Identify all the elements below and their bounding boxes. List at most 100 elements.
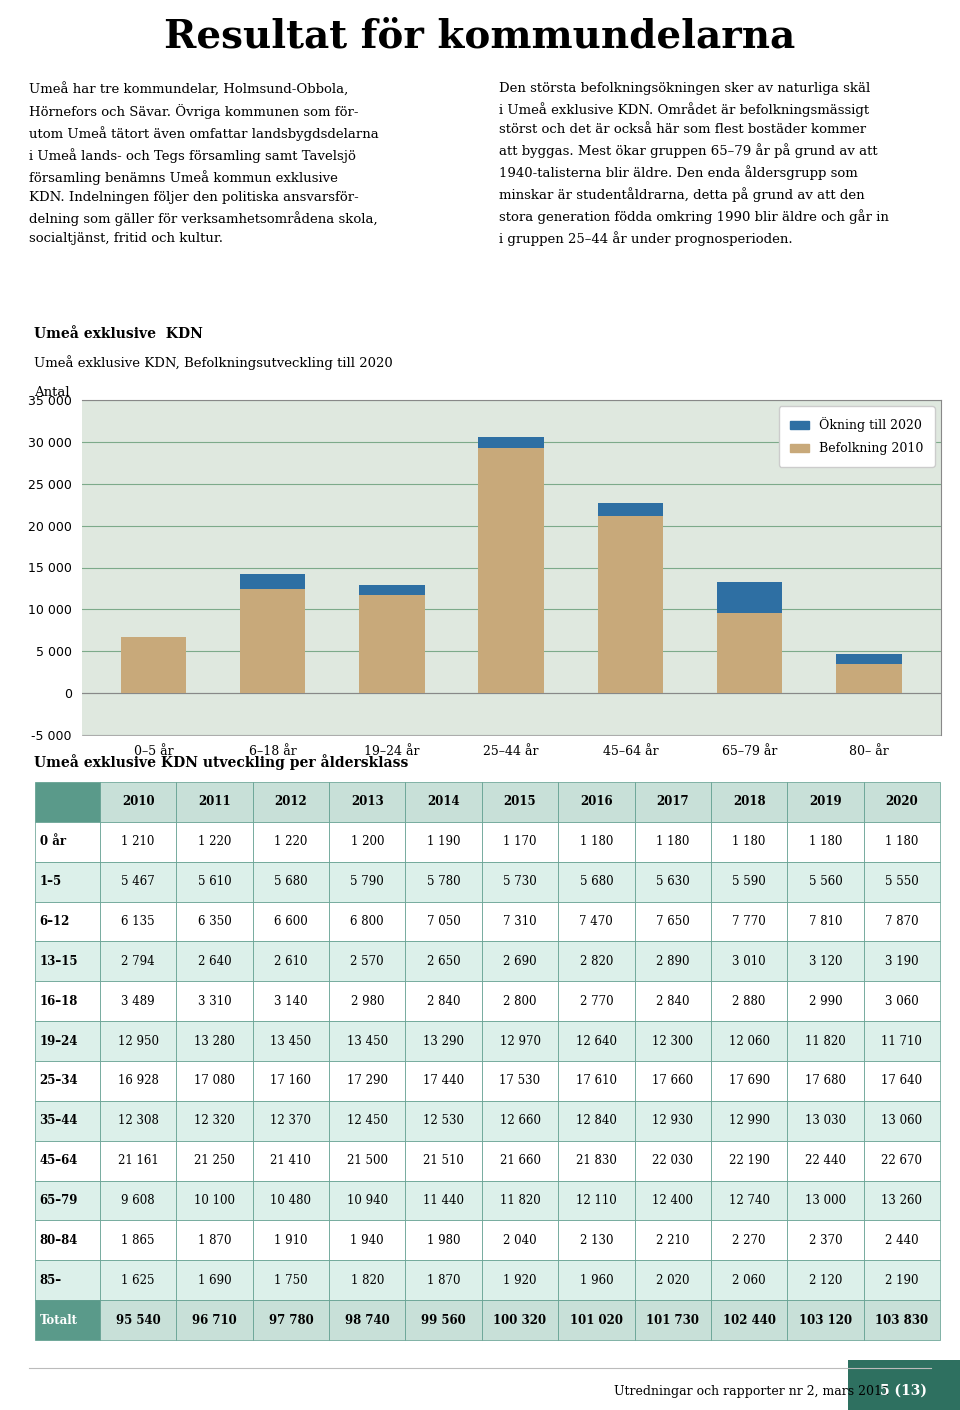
Bar — [864, 1101, 940, 1141]
Bar — [787, 1180, 864, 1221]
Text: 2 370: 2 370 — [808, 1234, 842, 1246]
Text: 9 608: 9 608 — [121, 1194, 155, 1207]
Bar — [482, 942, 558, 981]
Bar — [635, 783, 711, 822]
Text: 2015: 2015 — [504, 795, 537, 808]
Bar — [177, 1180, 252, 1221]
Bar — [100, 1060, 177, 1101]
Text: 5 780: 5 780 — [427, 876, 461, 888]
Bar — [482, 1300, 558, 1339]
Text: 12 400: 12 400 — [652, 1194, 693, 1207]
Bar — [405, 1141, 482, 1180]
Bar — [100, 1021, 177, 1060]
Bar — [405, 1180, 482, 1221]
Text: 45–64: 45–64 — [39, 1155, 78, 1167]
Bar — [359, 585, 424, 694]
Bar — [787, 901, 864, 942]
Bar — [252, 1300, 329, 1339]
Bar — [35, 1300, 100, 1339]
Text: 13 030: 13 030 — [804, 1114, 846, 1127]
Bar — [635, 1300, 711, 1339]
Bar — [252, 1021, 329, 1060]
Text: 5 630: 5 630 — [656, 876, 689, 888]
Bar — [252, 1101, 329, 1141]
Bar — [100, 1300, 177, 1339]
Bar — [711, 1221, 787, 1261]
Text: 7 470: 7 470 — [580, 915, 613, 928]
Bar — [252, 1261, 329, 1300]
Text: 2 440: 2 440 — [885, 1234, 919, 1246]
Bar — [405, 1101, 482, 1141]
Bar — [405, 822, 482, 862]
Bar — [482, 783, 558, 822]
Text: 97 780: 97 780 — [269, 1314, 313, 1327]
Bar — [787, 822, 864, 862]
Text: 3 310: 3 310 — [198, 994, 231, 1008]
Bar — [177, 1021, 252, 1060]
Bar — [711, 942, 787, 981]
Bar — [558, 901, 635, 942]
Text: 5 680: 5 680 — [275, 876, 308, 888]
Bar — [329, 1141, 405, 1180]
Bar — [35, 981, 100, 1021]
Text: 1 960: 1 960 — [580, 1273, 613, 1287]
Bar — [635, 1141, 711, 1180]
Bar — [558, 1180, 635, 1221]
Bar — [558, 1060, 635, 1101]
Bar — [635, 981, 711, 1021]
Text: 17 640: 17 640 — [881, 1074, 923, 1087]
Text: 1 200: 1 200 — [350, 835, 384, 849]
Text: 2014: 2014 — [427, 795, 460, 808]
Text: 1 690: 1 690 — [198, 1273, 231, 1287]
Text: 95 540: 95 540 — [116, 1314, 160, 1327]
Text: 2 770: 2 770 — [580, 994, 613, 1008]
Text: 17 290: 17 290 — [347, 1074, 388, 1087]
Text: 5 560: 5 560 — [808, 876, 842, 888]
Text: 2 880: 2 880 — [732, 994, 766, 1008]
Text: 6 135: 6 135 — [121, 915, 155, 928]
Text: 2016: 2016 — [580, 795, 612, 808]
Bar — [252, 981, 329, 1021]
Text: 2 800: 2 800 — [503, 994, 537, 1008]
Text: 1 920: 1 920 — [503, 1273, 537, 1287]
Bar — [252, 1180, 329, 1221]
Text: 2 060: 2 060 — [732, 1273, 766, 1287]
Bar — [482, 901, 558, 942]
Bar — [787, 1141, 864, 1180]
Bar — [177, 981, 252, 1021]
Bar — [558, 1261, 635, 1300]
Text: 65–79: 65–79 — [39, 1194, 78, 1207]
Bar — [864, 1261, 940, 1300]
Bar — [405, 1021, 482, 1060]
Bar — [100, 1180, 177, 1221]
Text: 2 040: 2 040 — [503, 1234, 537, 1246]
Bar — [482, 1060, 558, 1101]
Bar — [717, 613, 782, 694]
Text: 2 270: 2 270 — [732, 1234, 766, 1246]
Bar — [711, 822, 787, 862]
Text: 12 990: 12 990 — [729, 1114, 770, 1127]
Text: 7 870: 7 870 — [885, 915, 919, 928]
Bar — [478, 437, 544, 448]
Text: 17 530: 17 530 — [499, 1074, 540, 1087]
Text: 2 570: 2 570 — [350, 955, 384, 967]
Text: 1 865: 1 865 — [121, 1234, 155, 1246]
Bar — [482, 1101, 558, 1141]
Text: 3 120: 3 120 — [808, 955, 842, 967]
Bar — [711, 1021, 787, 1060]
Bar — [329, 1101, 405, 1141]
Text: 13 290: 13 290 — [423, 1035, 464, 1048]
Bar — [100, 1261, 177, 1300]
Bar — [558, 1101, 635, 1141]
Text: 2 890: 2 890 — [656, 955, 689, 967]
Bar — [864, 1060, 940, 1101]
Text: 22 030: 22 030 — [652, 1155, 693, 1167]
Text: 1 220: 1 220 — [275, 835, 307, 849]
Bar — [35, 901, 100, 942]
Bar — [478, 448, 544, 694]
Bar — [252, 1060, 329, 1101]
Text: 101 730: 101 730 — [646, 1314, 699, 1327]
Bar — [100, 942, 177, 981]
Text: Resultat för kommundelarna: Resultat för kommundelarna — [164, 17, 796, 55]
Text: 13 450: 13 450 — [347, 1035, 388, 1048]
